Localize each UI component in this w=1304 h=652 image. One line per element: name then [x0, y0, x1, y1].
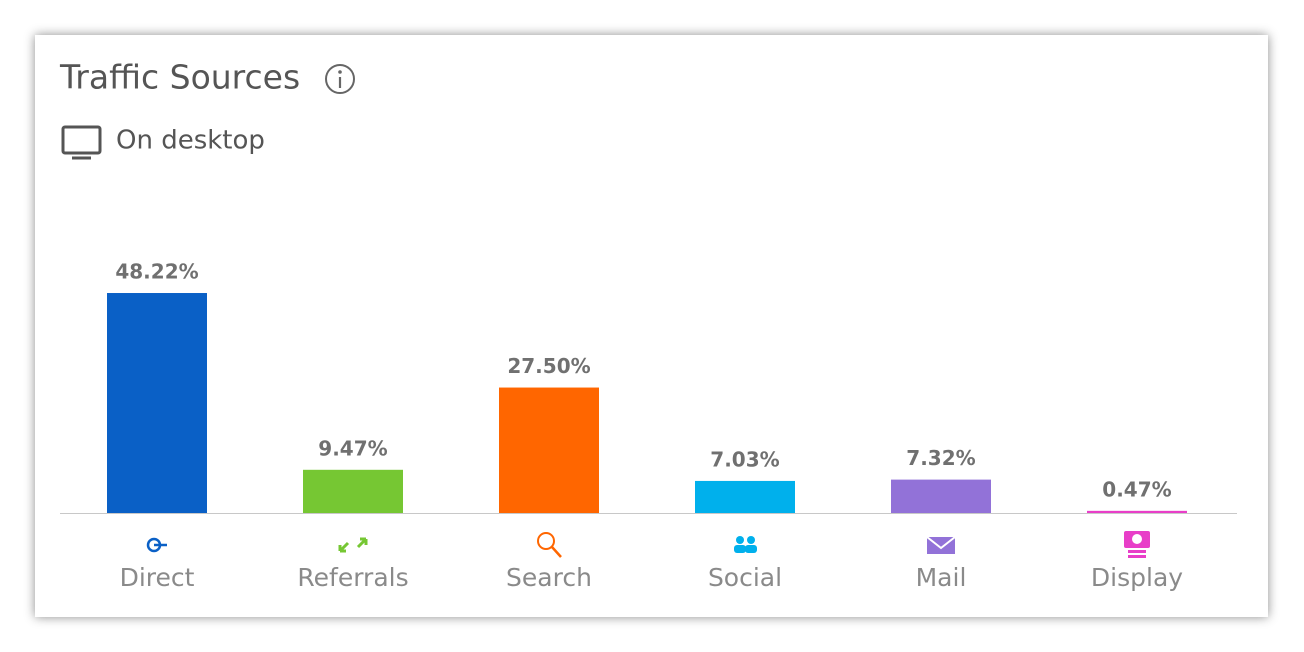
icon-part: [551, 546, 562, 558]
icon-part: [745, 545, 757, 553]
icon-part: [1132, 534, 1142, 544]
bar: [1087, 510, 1187, 513]
bar: [891, 479, 991, 513]
bar: [499, 387, 599, 513]
info-icon[interactable]: [325, 64, 355, 94]
card: [35, 35, 1268, 617]
desktop-icon: [61, 125, 102, 160]
value-label: 48.22%: [115, 260, 198, 284]
icon-part: [1128, 555, 1146, 558]
chart-title: Traffic Sources: [59, 58, 300, 97]
icon-part: [747, 536, 755, 544]
category-icon: [537, 532, 562, 558]
category-icon: [146, 537, 167, 553]
x-tick-label: Social: [708, 563, 782, 592]
category-icon: [734, 536, 757, 553]
value-label: 9.47%: [318, 436, 387, 460]
value-label: 7.32%: [906, 446, 975, 470]
x-tick-label: Display: [1091, 563, 1183, 592]
icon-part: [734, 545, 746, 553]
icon-part: [736, 536, 744, 544]
bar: [303, 469, 403, 513]
icon-part: [338, 537, 368, 553]
value-label: 27.50%: [507, 354, 590, 378]
value-label: 7.03%: [710, 447, 779, 471]
icon-part: [537, 532, 555, 550]
category-icon: [338, 537, 368, 553]
x-tick-label: Mail: [916, 563, 967, 592]
icon-part: [1128, 550, 1146, 553]
icon-part: [926, 536, 956, 550]
x-tick-label: Referrals: [297, 563, 408, 592]
chart-subtitle: On desktop: [116, 126, 265, 156]
category-icon: [1124, 531, 1150, 558]
bar: [695, 480, 795, 513]
bar: [107, 293, 207, 513]
category-icon: [926, 536, 956, 554]
x-tick-label: Direct: [120, 563, 195, 592]
x-tick-label: Search: [506, 563, 592, 592]
value-label: 0.47%: [1102, 477, 1171, 501]
